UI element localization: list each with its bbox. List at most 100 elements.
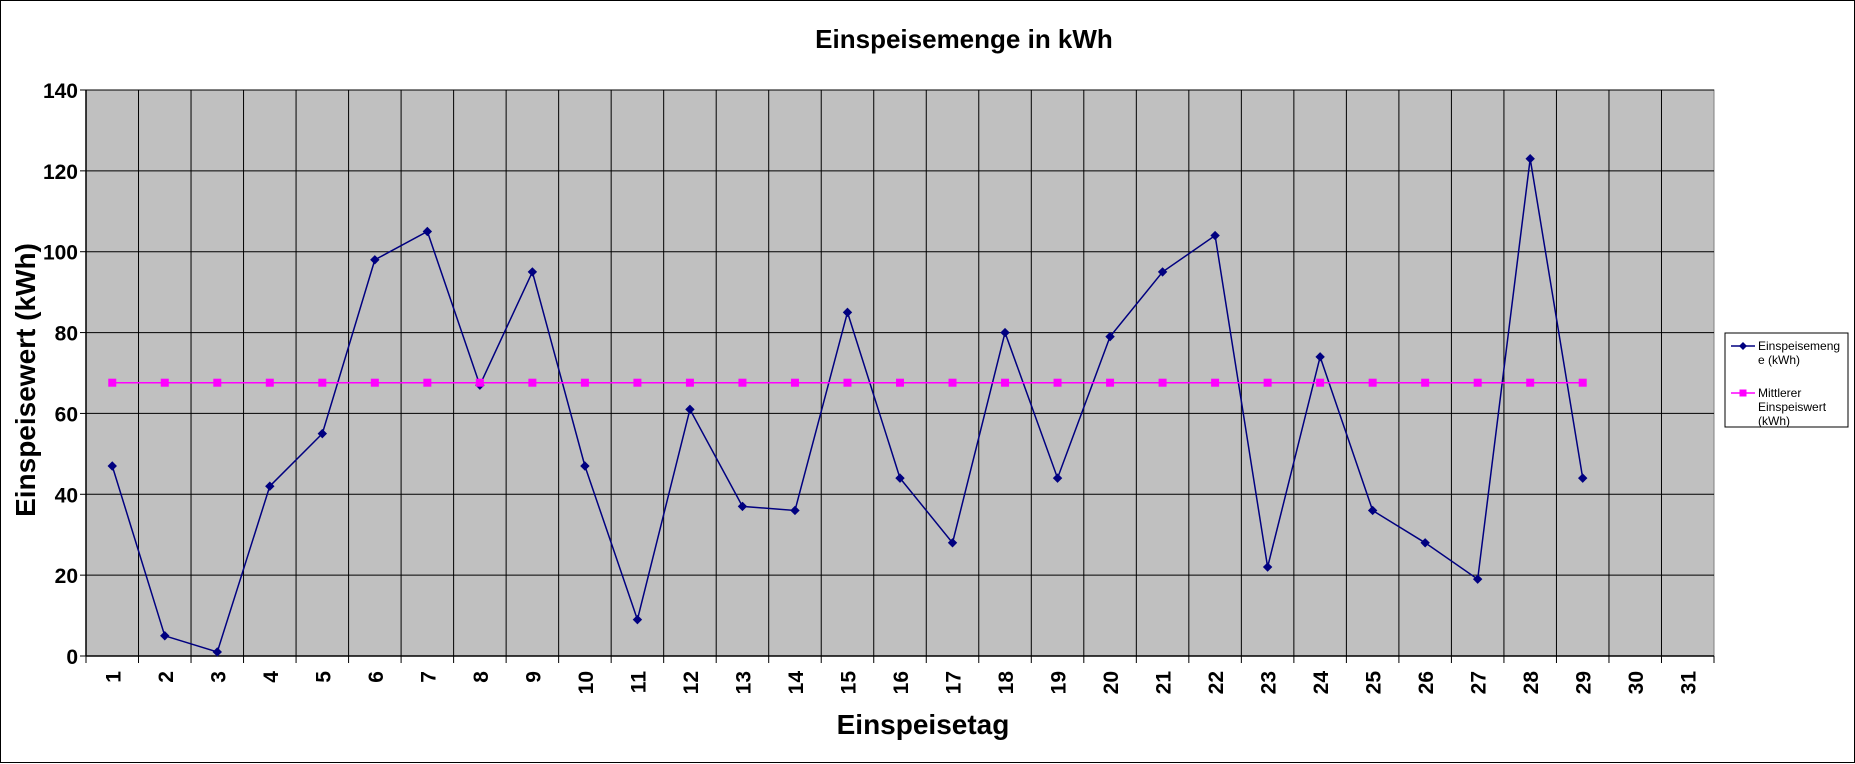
data-point [318, 378, 327, 387]
data-point [947, 538, 958, 548]
x-tick-label: 31 [1678, 671, 1701, 695]
data-point [843, 378, 852, 387]
y-tick-label: 80 [55, 323, 78, 346]
plot-background [85, 89, 1715, 657]
x-tick-label: 16 [890, 671, 913, 694]
x-tick-label: 12 [680, 671, 703, 694]
x-axis-title: Einspeisetag [837, 709, 1010, 740]
data-point [1053, 378, 1062, 387]
data-point [580, 461, 590, 471]
x-tick-label: 18 [995, 671, 1018, 695]
data-point [1262, 562, 1273, 572]
x-tick-label: 10 [575, 671, 598, 694]
x-tick-label: 22 [1205, 671, 1228, 694]
legend-label: (kWh) [1758, 414, 1790, 428]
chart-title: Einspeisemenge in kWh [815, 24, 1113, 54]
legend-marker-2 [1739, 389, 1747, 397]
x-tick-label: 11 [627, 671, 650, 694]
x-tick-label: 24 [1310, 671, 1333, 695]
data-point [1000, 327, 1010, 338]
x-tick-label: 9 [522, 671, 545, 683]
data-point [790, 378, 799, 387]
x-tick-label: 25 [1363, 671, 1386, 695]
legend-label: Mittlerer [1758, 386, 1801, 400]
data-point [528, 378, 537, 387]
data-point [527, 267, 538, 277]
data-point [1473, 378, 1482, 387]
data-point [423, 378, 432, 387]
x-tick-label: 26 [1415, 671, 1438, 694]
data-point [948, 378, 957, 387]
data-point [685, 378, 694, 387]
data-point [475, 378, 484, 387]
data-point [895, 473, 905, 483]
data-point [1210, 230, 1220, 241]
x-tick-label: 8 [470, 671, 493, 683]
data-point [580, 378, 589, 387]
data-point [422, 226, 433, 237]
x-tick-label: 3 [207, 671, 230, 683]
legend-label: Einspeisemeng [1758, 339, 1840, 353]
y-tick-label: 120 [43, 161, 78, 184]
x-tick-label: 21 [1153, 671, 1176, 695]
y-axis-title: Einspeisewert (kWh) [10, 243, 41, 517]
x-tick-label: 20 [1100, 671, 1123, 694]
data-point [1578, 378, 1587, 387]
data-point [1367, 505, 1378, 516]
data-point [1526, 378, 1535, 387]
data-point [160, 631, 170, 641]
data-point [1211, 378, 1220, 387]
x-tick-label: 23 [1258, 671, 1281, 694]
x-tick-label: 30 [1625, 671, 1648, 694]
data-point [1368, 378, 1377, 387]
x-tick-label: 4 [260, 671, 283, 683]
x-tick-label: 6 [365, 671, 388, 683]
data-point [1157, 267, 1168, 277]
legend: Einspeisemenge (kWh) MittlererEinspeiswer… [1724, 332, 1849, 428]
data-point [213, 378, 222, 387]
y-tick-label: 140 [43, 80, 78, 103]
x-tick-label: 27 [1468, 671, 1491, 694]
data-point [737, 501, 748, 512]
data-point [896, 378, 904, 387]
legend-label: e (kWh) [1758, 353, 1800, 367]
data-point [685, 404, 695, 415]
x-tick-label: 1 [102, 671, 125, 683]
data-point [1421, 378, 1430, 387]
x-tick-label: 14 [785, 671, 808, 695]
y-tick-label: 40 [55, 484, 78, 507]
data-point [1263, 378, 1272, 387]
x-tick-label: 29 [1573, 671, 1596, 694]
data-point [212, 647, 222, 657]
data-point [1158, 378, 1167, 387]
data-point [108, 378, 117, 387]
data-point [160, 378, 169, 387]
data-point [370, 255, 380, 265]
legend-marker-1 [1739, 342, 1747, 350]
data-point [1316, 378, 1325, 387]
x-tick-label: 28 [1520, 671, 1543, 695]
x-tick-label: 7 [417, 671, 440, 683]
y-tick-label: 0 [66, 646, 78, 669]
data-point [1472, 574, 1483, 584]
data-point [1525, 154, 1535, 164]
data-point [107, 461, 117, 471]
x-tick-label: 13 [732, 671, 755, 694]
data-point [1420, 538, 1430, 548]
x-tick-label: 15 [837, 671, 860, 695]
y-tick-label: 100 [43, 242, 78, 265]
legend-box [1724, 332, 1849, 428]
data-point [1315, 352, 1325, 362]
y-tick-label: 20 [55, 565, 78, 588]
x-tick-label: 19 [1048, 671, 1071, 694]
x-tick-label: 2 [155, 671, 178, 683]
legend-label: Einspeiswert [1758, 400, 1827, 414]
data-point [1106, 378, 1115, 387]
data-point [790, 505, 800, 516]
data-point [1052, 473, 1063, 483]
data-point [842, 307, 853, 318]
x-tick-label: 5 [312, 671, 335, 683]
